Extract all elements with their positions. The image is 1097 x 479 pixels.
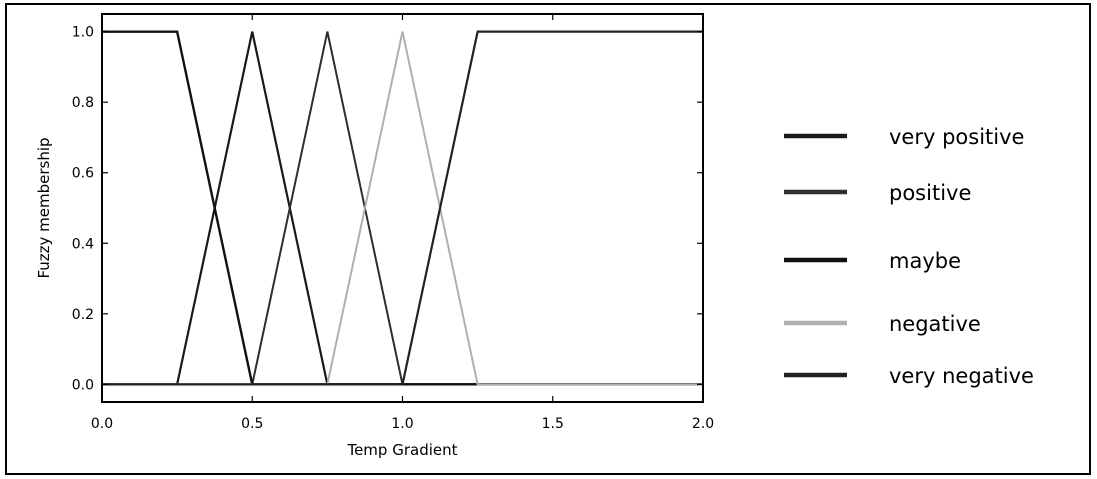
x-tick-label: 1.5 <box>542 416 564 432</box>
y-tick-label: 0.4 <box>72 236 94 252</box>
x-axis-title: Temp Gradient <box>346 441 457 459</box>
chart-frame: 0.0 0.5 1.0 1.5 2.0 0.0 0.2 0.4 0.6 0.8 1.0 Temp G… <box>5 3 1091 475</box>
legend: very positive positive maybe negative very n… <box>784 125 1034 388</box>
legend-label-positive: positive <box>889 181 971 205</box>
legend-label-very-positive: very positive <box>889 125 1024 149</box>
axes: 0.0 0.5 1.0 1.5 2.0 0.0 0.2 0.4 0.6 0.8 1.0 <box>72 13 714 432</box>
y-tick-label: 0.8 <box>72 95 94 111</box>
series-line-maybe <box>102 30 703 386</box>
y-tick-label: 0.0 <box>72 377 94 393</box>
x-tick-label: 0.0 <box>91 416 113 432</box>
series-line-negative <box>102 31 703 386</box>
y-tick-label: 0.6 <box>72 166 94 182</box>
plot-area <box>102 30 703 386</box>
y-tick-label: 1.0 <box>72 25 94 41</box>
x-tick-label: 0.5 <box>241 416 263 432</box>
legend-label-very-negative: very negative <box>889 364 1034 388</box>
axes-frame <box>101 13 704 403</box>
legend-label-negative: negative <box>889 312 981 336</box>
series-line-very-positive <box>102 31 703 386</box>
y-axis-title: Fuzzy membership <box>35 137 53 278</box>
x-tick-label: 1.0 <box>391 416 413 432</box>
series-line-very-negative <box>102 30 703 386</box>
series-line-positive <box>102 31 703 386</box>
membership-chart: 0.0 0.5 1.0 1.5 2.0 0.0 0.2 0.4 0.6 0.8 1.0 Temp G… <box>35 13 1034 459</box>
x-tick-label: 2.0 <box>692 416 714 432</box>
y-tick-label: 0.2 <box>72 307 94 323</box>
legend-label-maybe: maybe <box>889 249 961 273</box>
